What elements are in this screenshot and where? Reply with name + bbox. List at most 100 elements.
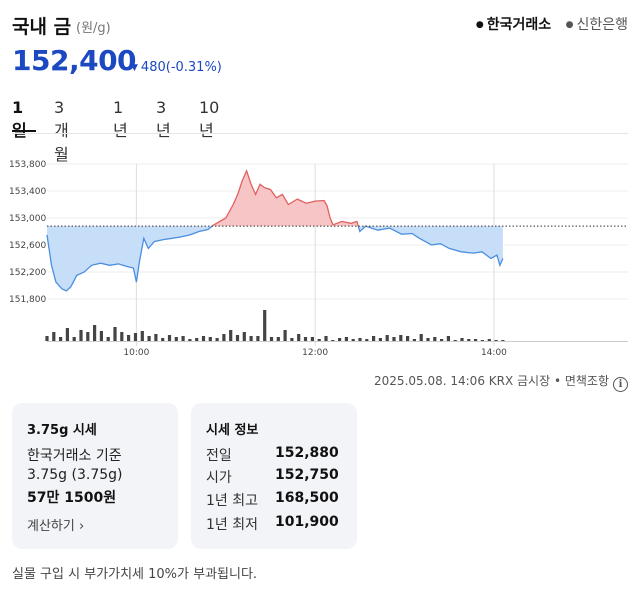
- y-tick-label: 153,000: [9, 214, 46, 224]
- volume-bar: [65, 328, 69, 341]
- as-of-text: 2025.05.08. 14:06 KRX 금시장 • 면책조항: [374, 374, 609, 388]
- info-row-label: 1년 최고: [206, 493, 258, 509]
- price-chart[interactable]: 153,800 153,400 153,000 152,600 152,200 151,8…: [0, 148, 640, 363]
- volume-bar: [399, 335, 403, 341]
- volume-bar: [256, 336, 260, 341]
- area-above-baseline: [212, 170, 359, 227]
- change-percent: (-0.31%): [165, 60, 222, 75]
- volume-bar: [99, 331, 103, 341]
- volume-bar: [378, 338, 382, 341]
- volume-bar: [276, 337, 280, 341]
- y-tick-label: 153,400: [9, 187, 46, 197]
- tab-3y[interactable]: 3년: [156, 98, 171, 140]
- tab-10y[interactable]: 10년: [199, 98, 220, 140]
- info-row-value: 152,880: [275, 445, 339, 461]
- volume-bar: [201, 336, 206, 341]
- info-row-value: 152,750: [275, 467, 339, 483]
- tab-1d[interactable]: 1일: [12, 98, 27, 140]
- info-card-title: 시세 정보: [206, 423, 259, 438]
- volume-bar: [147, 336, 151, 341]
- volume-bar: [365, 339, 369, 341]
- volume-bar: [133, 333, 138, 341]
- info-row-value: 101,900: [275, 514, 339, 530]
- spot-amount: 57만 1500원: [27, 490, 117, 506]
- volume-bar: [426, 338, 430, 341]
- volume-bar: [412, 339, 416, 341]
- volume-bar: [269, 337, 274, 341]
- source-krx-label: 한국거래소: [486, 17, 552, 33]
- volume-bar: [324, 336, 328, 341]
- change-amount: 480: [140, 60, 166, 75]
- y-tick-label: 151,800: [9, 295, 46, 305]
- volume-bar: [283, 330, 287, 341]
- page-title: 국내 금: [12, 16, 72, 38]
- bullet-icon: ●: [475, 20, 484, 30]
- current-price: 152,400: [12, 44, 137, 77]
- volume-bar: [494, 340, 498, 341]
- source-krx[interactable]: ● 한국거래소: [476, 14, 551, 34]
- price-unit: (원/g): [76, 21, 111, 36]
- volume-bar: [453, 340, 457, 341]
- volume-bar: [440, 339, 444, 341]
- price-line-down: [46, 226, 504, 292]
- volume-bar: [161, 338, 165, 341]
- header: 국내 금 (원/g) ● 한국거래소 ● 신한은행: [12, 8, 628, 38]
- tab-1y[interactable]: 1년: [113, 98, 128, 140]
- price-line-up: [211, 168, 368, 227]
- volume-bar: [433, 337, 437, 341]
- y-tick-label: 152,600: [9, 241, 46, 251]
- volume-bar: [317, 339, 321, 341]
- volume-bar: [167, 335, 172, 341]
- volume-bar: [106, 337, 110, 341]
- volume-bar: [52, 332, 56, 341]
- volume-bar: [208, 337, 212, 341]
- volume-bar: [372, 336, 376, 341]
- volume-bar: [174, 337, 178, 341]
- x-tick-label: 12:00: [302, 348, 328, 358]
- calculate-link[interactable]: 계산하기 ›: [27, 519, 85, 534]
- tabs-divider: [12, 133, 628, 134]
- volume-bar: [45, 336, 49, 341]
- volume-bar: [222, 334, 226, 341]
- info-icon[interactable]: i: [613, 377, 628, 392]
- down-triangle-icon: ▼: [131, 63, 138, 73]
- spot-price-card: 3.75g 시세 한국거래소 기준 3.75g (3.75g) 57만 1500…: [12, 403, 178, 549]
- volume-bar: [127, 335, 131, 341]
- volume-bar: [331, 340, 335, 341]
- info-row-label: 전일: [206, 448, 232, 464]
- area-below-baseline: [47, 226, 503, 291]
- source-shinhan-label: 신한은행: [576, 17, 628, 33]
- volume-bar: [72, 337, 76, 341]
- volume-bar: [195, 338, 199, 341]
- volume-bar: [344, 337, 348, 341]
- price-info-card: 시세 정보 전일 152,880 시가 152,750 1년 최고 168,50…: [191, 403, 357, 549]
- volume-bar: [235, 335, 240, 341]
- volume-bar: [351, 339, 355, 341]
- source-shinhan[interactable]: ● 신한은행: [566, 14, 628, 34]
- info-row-label: 시가: [206, 470, 232, 486]
- volume-bar: [474, 339, 478, 341]
- volume-bar: [249, 336, 253, 341]
- volume-bar: [446, 336, 450, 341]
- x-tick-label: 10:00: [123, 348, 149, 358]
- volume-bar: [385, 335, 389, 341]
- info-row-value: 168,500: [275, 490, 339, 506]
- volume-bar: [181, 336, 185, 341]
- spot-weight: 3.75g (3.75g): [27, 467, 123, 483]
- tab-3m[interactable]: 3개월: [54, 98, 69, 164]
- vat-note: 실물 구입 시 부가가치세 10%가 부과됩니다.: [12, 567, 258, 582]
- volume-bar: [501, 340, 505, 341]
- volume-bar: [358, 338, 362, 341]
- y-tick-label: 152,200: [9, 268, 46, 278]
- price-change: ▼ 480(-0.31%): [131, 60, 222, 75]
- volume-bar: [406, 336, 410, 341]
- volume-bar: [419, 334, 423, 341]
- active-tab-indicator: [12, 130, 36, 132]
- volume-bar: [303, 337, 308, 341]
- volume-bar: [392, 337, 396, 341]
- volume-bar: [263, 310, 267, 341]
- volume-bar: [93, 325, 97, 341]
- volume-bar: [467, 339, 471, 341]
- volume-bar: [242, 332, 246, 341]
- volume-bar: [487, 339, 491, 341]
